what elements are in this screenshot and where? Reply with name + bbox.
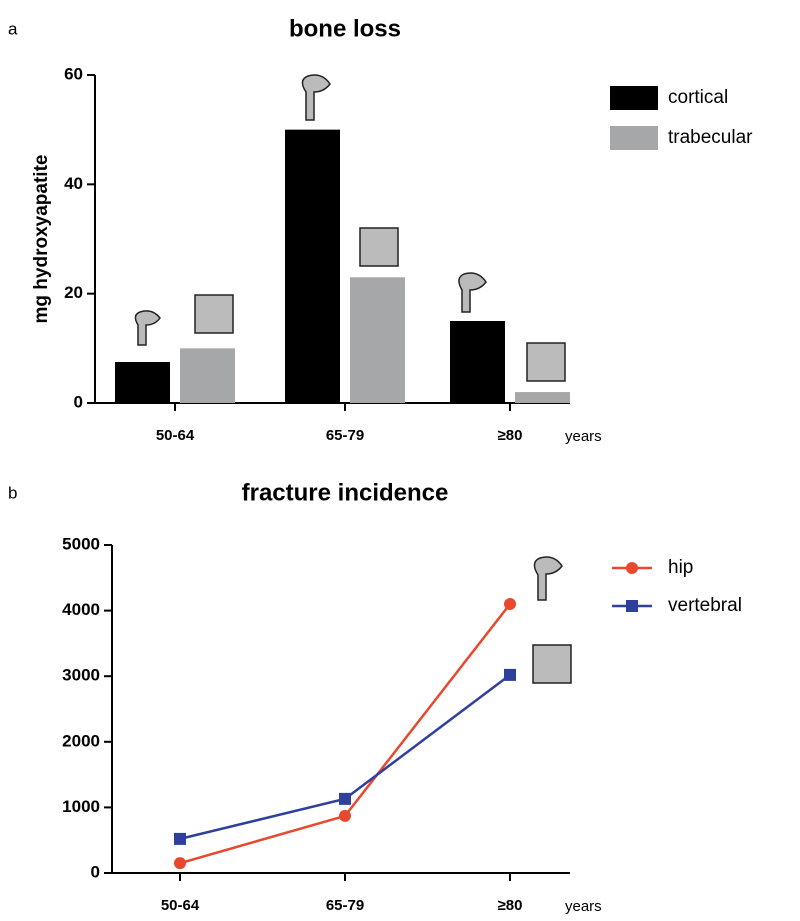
x-axis-label: years [565,428,602,445]
bar [515,392,570,403]
y-tick-label: 5000 [62,534,100,553]
bar [450,321,505,403]
marker [339,809,351,822]
bar [285,129,340,403]
x-tick-label: 50-64 [161,897,200,914]
vertebra-icon [526,342,566,382]
legend-label: trabecular [668,127,753,148]
marker [339,792,351,805]
y-tick-label: 20 [64,283,83,302]
bar [115,362,170,403]
y-tick-label: 40 [64,174,83,193]
legend-marker [626,600,638,612]
legend-swatch [610,126,658,150]
panel-label: a [8,19,18,38]
y-tick-label: 0 [74,392,83,411]
marker [504,668,516,681]
icons [134,74,572,684]
femur-icon [533,556,563,601]
y-tick-label: 4000 [62,600,100,619]
marker [504,598,516,611]
marker [174,857,186,870]
legend-label: cortical [668,87,728,108]
y-tick-label: 60 [64,64,83,83]
line [179,603,511,865]
y-axis-label: mg hydroxyapatite [31,155,52,324]
x-tick-label: ≥80 [498,427,523,444]
chart-title: fracture incidence [242,479,449,506]
legend-marker [626,562,638,574]
marker [174,832,186,845]
femur-icon [301,74,331,121]
vertebra-icon [194,294,234,334]
x-tick-label: 65-79 [326,427,364,444]
y-tick-label: 2000 [62,731,100,750]
legend-swatch [610,86,658,110]
legend-label: vertebral [668,595,742,616]
vertebra-icon [532,644,572,684]
y-tick-label: 0 [91,862,100,881]
x-axis-label: years [565,898,602,915]
vertebra-icon [359,227,399,267]
x-tick-label: 65-79 [326,897,364,914]
legend-label: hip [668,557,693,578]
y-tick-label: 1000 [62,797,100,816]
bar [350,277,405,403]
panel-label: b [8,483,17,502]
femur-icon [458,272,487,313]
femur-icon [134,310,161,346]
y-tick-label: 3000 [62,666,100,685]
chart-title: bone loss [289,15,401,42]
x-tick-label: 50-64 [156,427,195,444]
x-tick-label: ≥80 [498,897,523,914]
bar [180,348,235,403]
